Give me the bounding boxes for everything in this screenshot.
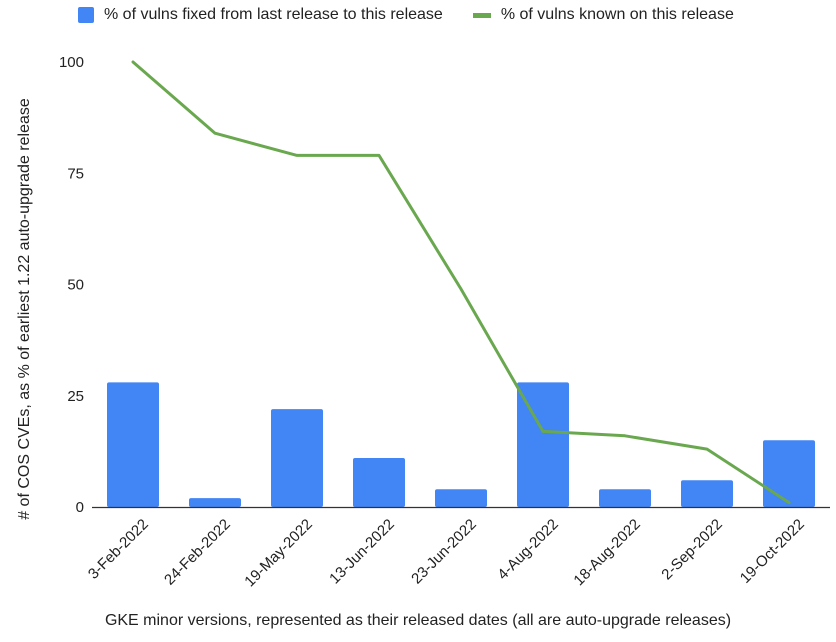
bar xyxy=(189,498,241,507)
x-tick-label: 24-Feb-2022 xyxy=(161,516,234,589)
bar xyxy=(435,489,487,507)
series-line xyxy=(131,60,791,505)
legend-swatch-line xyxy=(472,12,491,18)
x-tick-label: 4-Aug-2022 xyxy=(494,516,561,583)
bar xyxy=(599,489,651,507)
x-tick-label: 18-Aug-2022 xyxy=(570,516,643,589)
y-axis-label: # of COS CVEs, as % of earliest 1.22 aut… xyxy=(16,98,33,520)
x-tick-label: 2-Sep-2022 xyxy=(658,516,725,583)
y-tick-label: 0 xyxy=(76,499,84,516)
bar xyxy=(517,382,569,507)
x-axis-label: GKE minor versions, represented as their… xyxy=(104,612,732,629)
x-tick-label: 23-Jun-2022 xyxy=(408,516,480,588)
legend-item-line: % of vulns known on this release xyxy=(472,6,734,24)
bar xyxy=(271,409,323,507)
x-tick-label: 19-Oct-2022 xyxy=(737,516,808,587)
bar xyxy=(681,480,733,507)
x-tick-label: 19-May-2022 xyxy=(241,516,316,591)
bar xyxy=(763,440,815,507)
legend-swatch-bar xyxy=(78,7,94,23)
legend-label-line: % of vulns known on this release xyxy=(500,6,734,23)
y-tick-label: 75 xyxy=(67,165,84,182)
y-tick-label: 25 xyxy=(67,388,84,405)
x-tick-label: 13-Jun-2022 xyxy=(326,516,398,588)
bar xyxy=(353,458,405,507)
legend-label-bars: % of vulns fixed from last release to th… xyxy=(104,6,443,23)
legend-item-bars: % of vulns fixed from last release to th… xyxy=(78,6,443,24)
chart-legend: % of vulns fixed from last release to th… xyxy=(78,6,764,24)
y-tick-label: 50 xyxy=(67,277,84,294)
y-tick-label: 100 xyxy=(59,54,84,71)
x-tick-label: 3-Feb-2022 xyxy=(85,516,152,583)
bar xyxy=(107,382,159,507)
